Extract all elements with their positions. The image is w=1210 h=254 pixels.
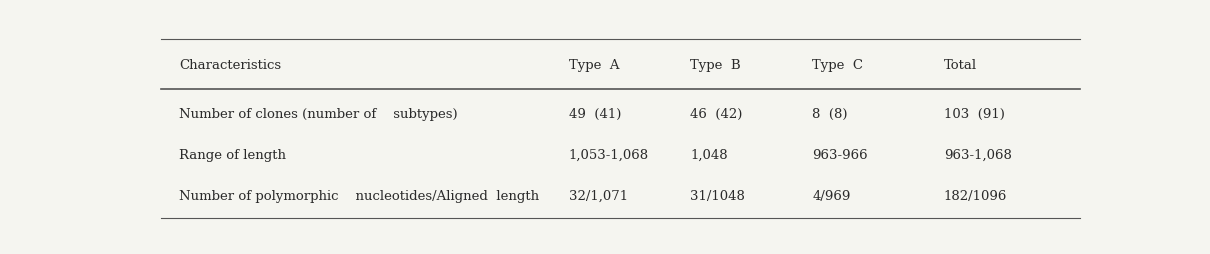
Text: 46  (42): 46 (42) <box>691 107 743 120</box>
Text: Range of length: Range of length <box>179 148 287 161</box>
Text: Type  A: Type A <box>569 59 620 72</box>
Text: 32/1,071: 32/1,071 <box>569 189 628 202</box>
Text: Total: Total <box>944 59 976 72</box>
Text: 1,048: 1,048 <box>691 148 728 161</box>
Text: 49  (41): 49 (41) <box>569 107 621 120</box>
Text: 4/969: 4/969 <box>812 189 851 202</box>
Text: 182/1096: 182/1096 <box>944 189 1007 202</box>
Text: 31/1048: 31/1048 <box>691 189 745 202</box>
Text: Type  C: Type C <box>812 59 864 72</box>
Text: 103  (91): 103 (91) <box>944 107 1004 120</box>
Text: 963-966: 963-966 <box>812 148 868 161</box>
Text: 1,053-1,068: 1,053-1,068 <box>569 148 649 161</box>
Text: Type  B: Type B <box>691 59 741 72</box>
Text: Number of polymorphic    nucleotides/Aligned  length: Number of polymorphic nucleotides/Aligne… <box>179 189 540 202</box>
Text: 8  (8): 8 (8) <box>812 107 848 120</box>
Text: 963-1,068: 963-1,068 <box>944 148 1012 161</box>
Text: Characteristics: Characteristics <box>179 59 282 72</box>
Text: Number of clones (number of    subtypes): Number of clones (number of subtypes) <box>179 107 459 120</box>
